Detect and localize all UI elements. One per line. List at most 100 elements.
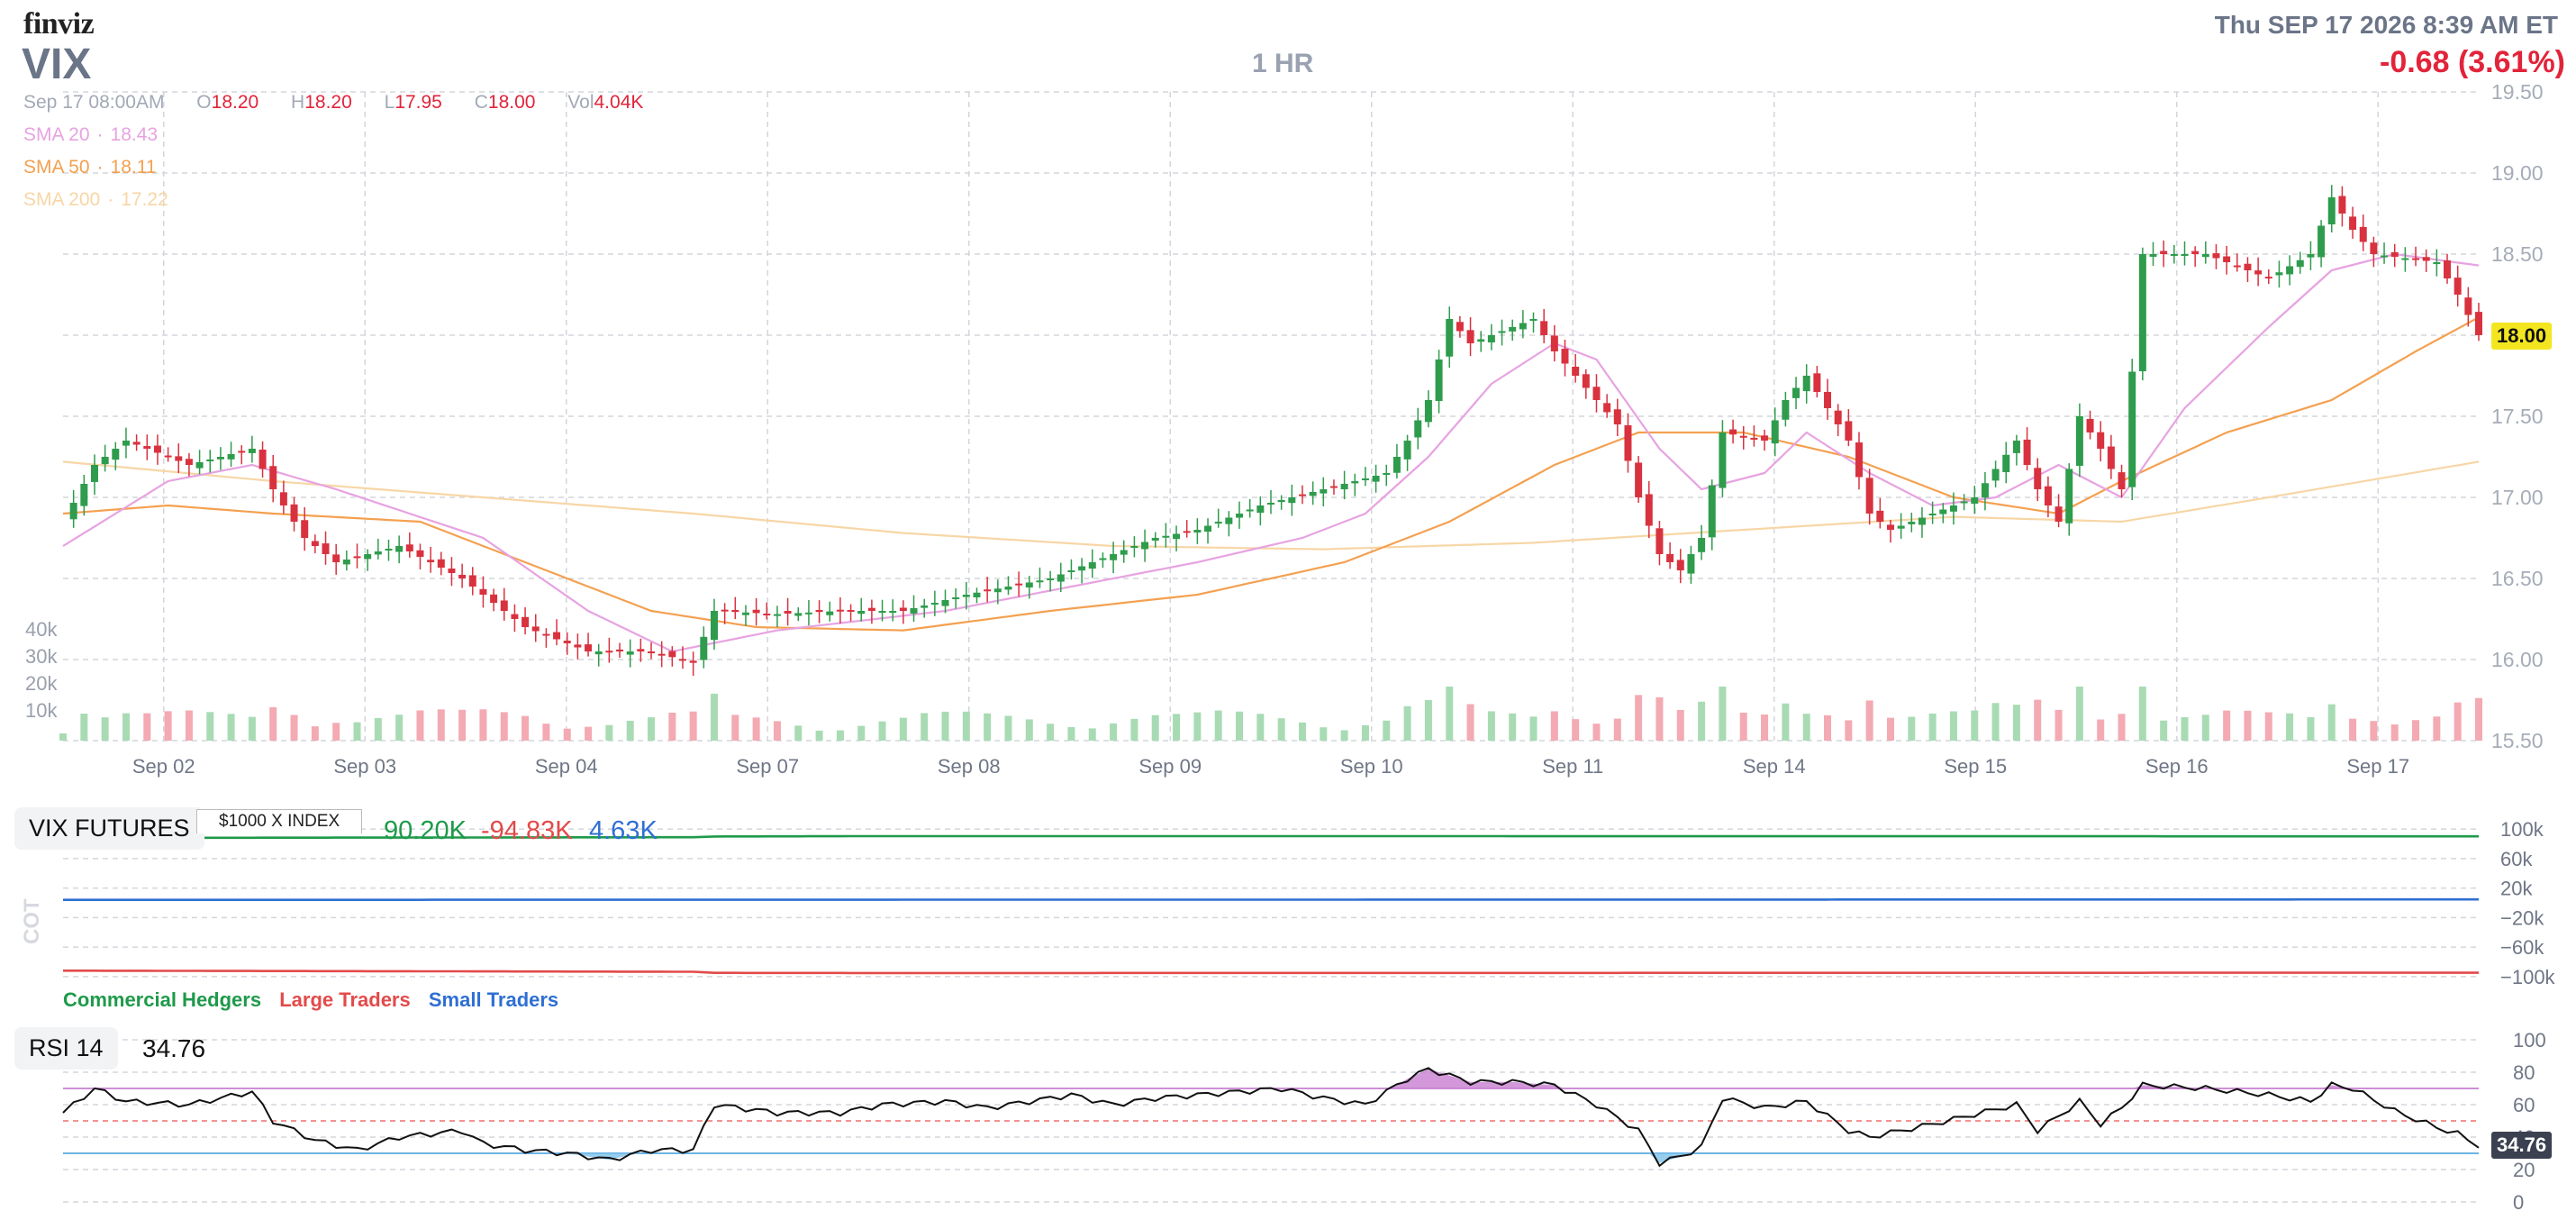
volume-bar bbox=[1130, 718, 1138, 741]
volume-bar bbox=[437, 709, 445, 741]
candle-up bbox=[248, 449, 256, 453]
volume-bar bbox=[2012, 705, 2020, 741]
candle-down bbox=[1739, 435, 1747, 438]
volume-bar bbox=[899, 717, 907, 741]
candle-down bbox=[2454, 278, 2462, 295]
volume-bar bbox=[1739, 712, 1747, 741]
candle-up bbox=[80, 484, 88, 506]
volume-bar bbox=[773, 721, 781, 741]
candle-down bbox=[763, 613, 771, 615]
volume-bar bbox=[1655, 696, 1664, 741]
candle-down bbox=[175, 456, 183, 461]
candle-up bbox=[195, 462, 204, 469]
volume-bar bbox=[1865, 700, 1873, 741]
candle-up bbox=[2128, 371, 2136, 487]
cot-tick-label: −20k bbox=[2500, 906, 2544, 929]
candle-up bbox=[1351, 481, 1359, 484]
candle-down bbox=[1592, 387, 1601, 400]
candle-up bbox=[626, 651, 634, 655]
candle-up bbox=[1981, 483, 1989, 498]
rsi-panel-title[interactable]: RSI 14 bbox=[14, 1027, 118, 1070]
candle-down bbox=[2086, 418, 2094, 432]
candle-up bbox=[826, 611, 834, 615]
volume-bar bbox=[752, 717, 760, 741]
volume-bar bbox=[1110, 723, 1118, 741]
volume-bar bbox=[1782, 703, 1790, 741]
candle-up bbox=[1225, 517, 1233, 524]
legend-large: Large Traders bbox=[279, 988, 411, 1011]
volume-bar bbox=[2433, 716, 2441, 741]
volume-bar bbox=[878, 721, 886, 741]
candle-down bbox=[1676, 560, 1684, 570]
volume-bar bbox=[1802, 714, 1810, 741]
volume-bar bbox=[311, 726, 319, 741]
candle-down bbox=[269, 466, 277, 489]
candle-up bbox=[973, 592, 981, 597]
volume-bar bbox=[1047, 724, 1055, 741]
volume-bar bbox=[1067, 726, 1075, 741]
candle-down bbox=[290, 504, 298, 522]
candle-up bbox=[2170, 254, 2178, 256]
volume-bar bbox=[2390, 724, 2399, 741]
volume-bar bbox=[1949, 711, 1957, 741]
cot-tick-label: −100k bbox=[2500, 966, 2556, 988]
candle-down bbox=[259, 450, 267, 469]
candle-down bbox=[542, 633, 550, 636]
candle-down bbox=[553, 632, 561, 640]
volume-bar bbox=[206, 712, 214, 741]
sma50-legend[interactable]: SMA 50 · 18.11 bbox=[23, 157, 157, 178]
candle-up bbox=[1130, 546, 1138, 548]
volume-bar bbox=[1908, 716, 1916, 741]
candle-down bbox=[668, 651, 676, 658]
candle-up bbox=[1320, 489, 1328, 494]
cot-large-line bbox=[63, 970, 2479, 975]
sma200-legend[interactable]: SMA 200 · 17.22 bbox=[23, 189, 168, 210]
candle-down bbox=[563, 641, 571, 643]
date-tick-label: Sep 07 bbox=[736, 755, 799, 778]
legend-small: Small Traders bbox=[428, 988, 559, 1011]
cot-panel-title[interactable]: VIX FUTURES bbox=[14, 807, 204, 850]
volume-bar bbox=[1824, 715, 1832, 741]
candle-down bbox=[574, 644, 582, 648]
candle-down bbox=[301, 520, 309, 538]
volume-bar bbox=[731, 715, 739, 741]
volume-bar bbox=[1151, 715, 1159, 741]
volume-bar bbox=[290, 715, 298, 741]
volume-bar bbox=[2307, 716, 2315, 741]
datetime-label: Thu SEP 17 2026 8:39 AM ET bbox=[2214, 11, 2558, 39]
volume-bar bbox=[500, 712, 508, 741]
sma50-value: 18.11 bbox=[110, 157, 157, 178]
candle-up bbox=[1340, 484, 1348, 490]
date-tick-label: Sep 09 bbox=[1138, 755, 1202, 778]
timeframe-label[interactable]: 1 HR bbox=[1252, 49, 1314, 78]
candle-down bbox=[353, 556, 361, 559]
date-tick-label: Sep 04 bbox=[535, 755, 598, 778]
candle-up bbox=[2317, 225, 2326, 258]
volume-bar bbox=[416, 710, 424, 741]
candle-up bbox=[794, 613, 803, 616]
candle-up bbox=[69, 503, 77, 520]
candle-up bbox=[2065, 469, 2073, 523]
candle-up bbox=[1949, 505, 1957, 512]
candle-down bbox=[1729, 429, 1737, 435]
candle-up bbox=[1392, 457, 1401, 473]
sma20-legend[interactable]: SMA 20 · 18.43 bbox=[23, 124, 159, 145]
candle-up bbox=[395, 546, 404, 552]
candle-up bbox=[2002, 454, 2010, 473]
finviz-logo[interactable]: finviz bbox=[23, 7, 95, 41]
candle-up bbox=[1687, 554, 1695, 574]
sma50-label: SMA 50 bbox=[23, 157, 90, 178]
candle-down bbox=[322, 543, 330, 554]
price-tick-label: 15.50 bbox=[2491, 729, 2544, 752]
volume-bar bbox=[1361, 724, 1369, 741]
price-tick-label: 17.50 bbox=[2491, 405, 2544, 428]
volume-bar bbox=[2286, 713, 2294, 741]
candle-up bbox=[1918, 517, 1926, 525]
candle-down bbox=[1624, 424, 1632, 461]
date-tick-label: Sep 08 bbox=[938, 755, 1001, 778]
candle-down bbox=[238, 451, 246, 453]
volume-bar bbox=[2097, 719, 2105, 741]
candle-down bbox=[2338, 196, 2346, 214]
volume-tick-label: 30k bbox=[25, 645, 58, 668]
